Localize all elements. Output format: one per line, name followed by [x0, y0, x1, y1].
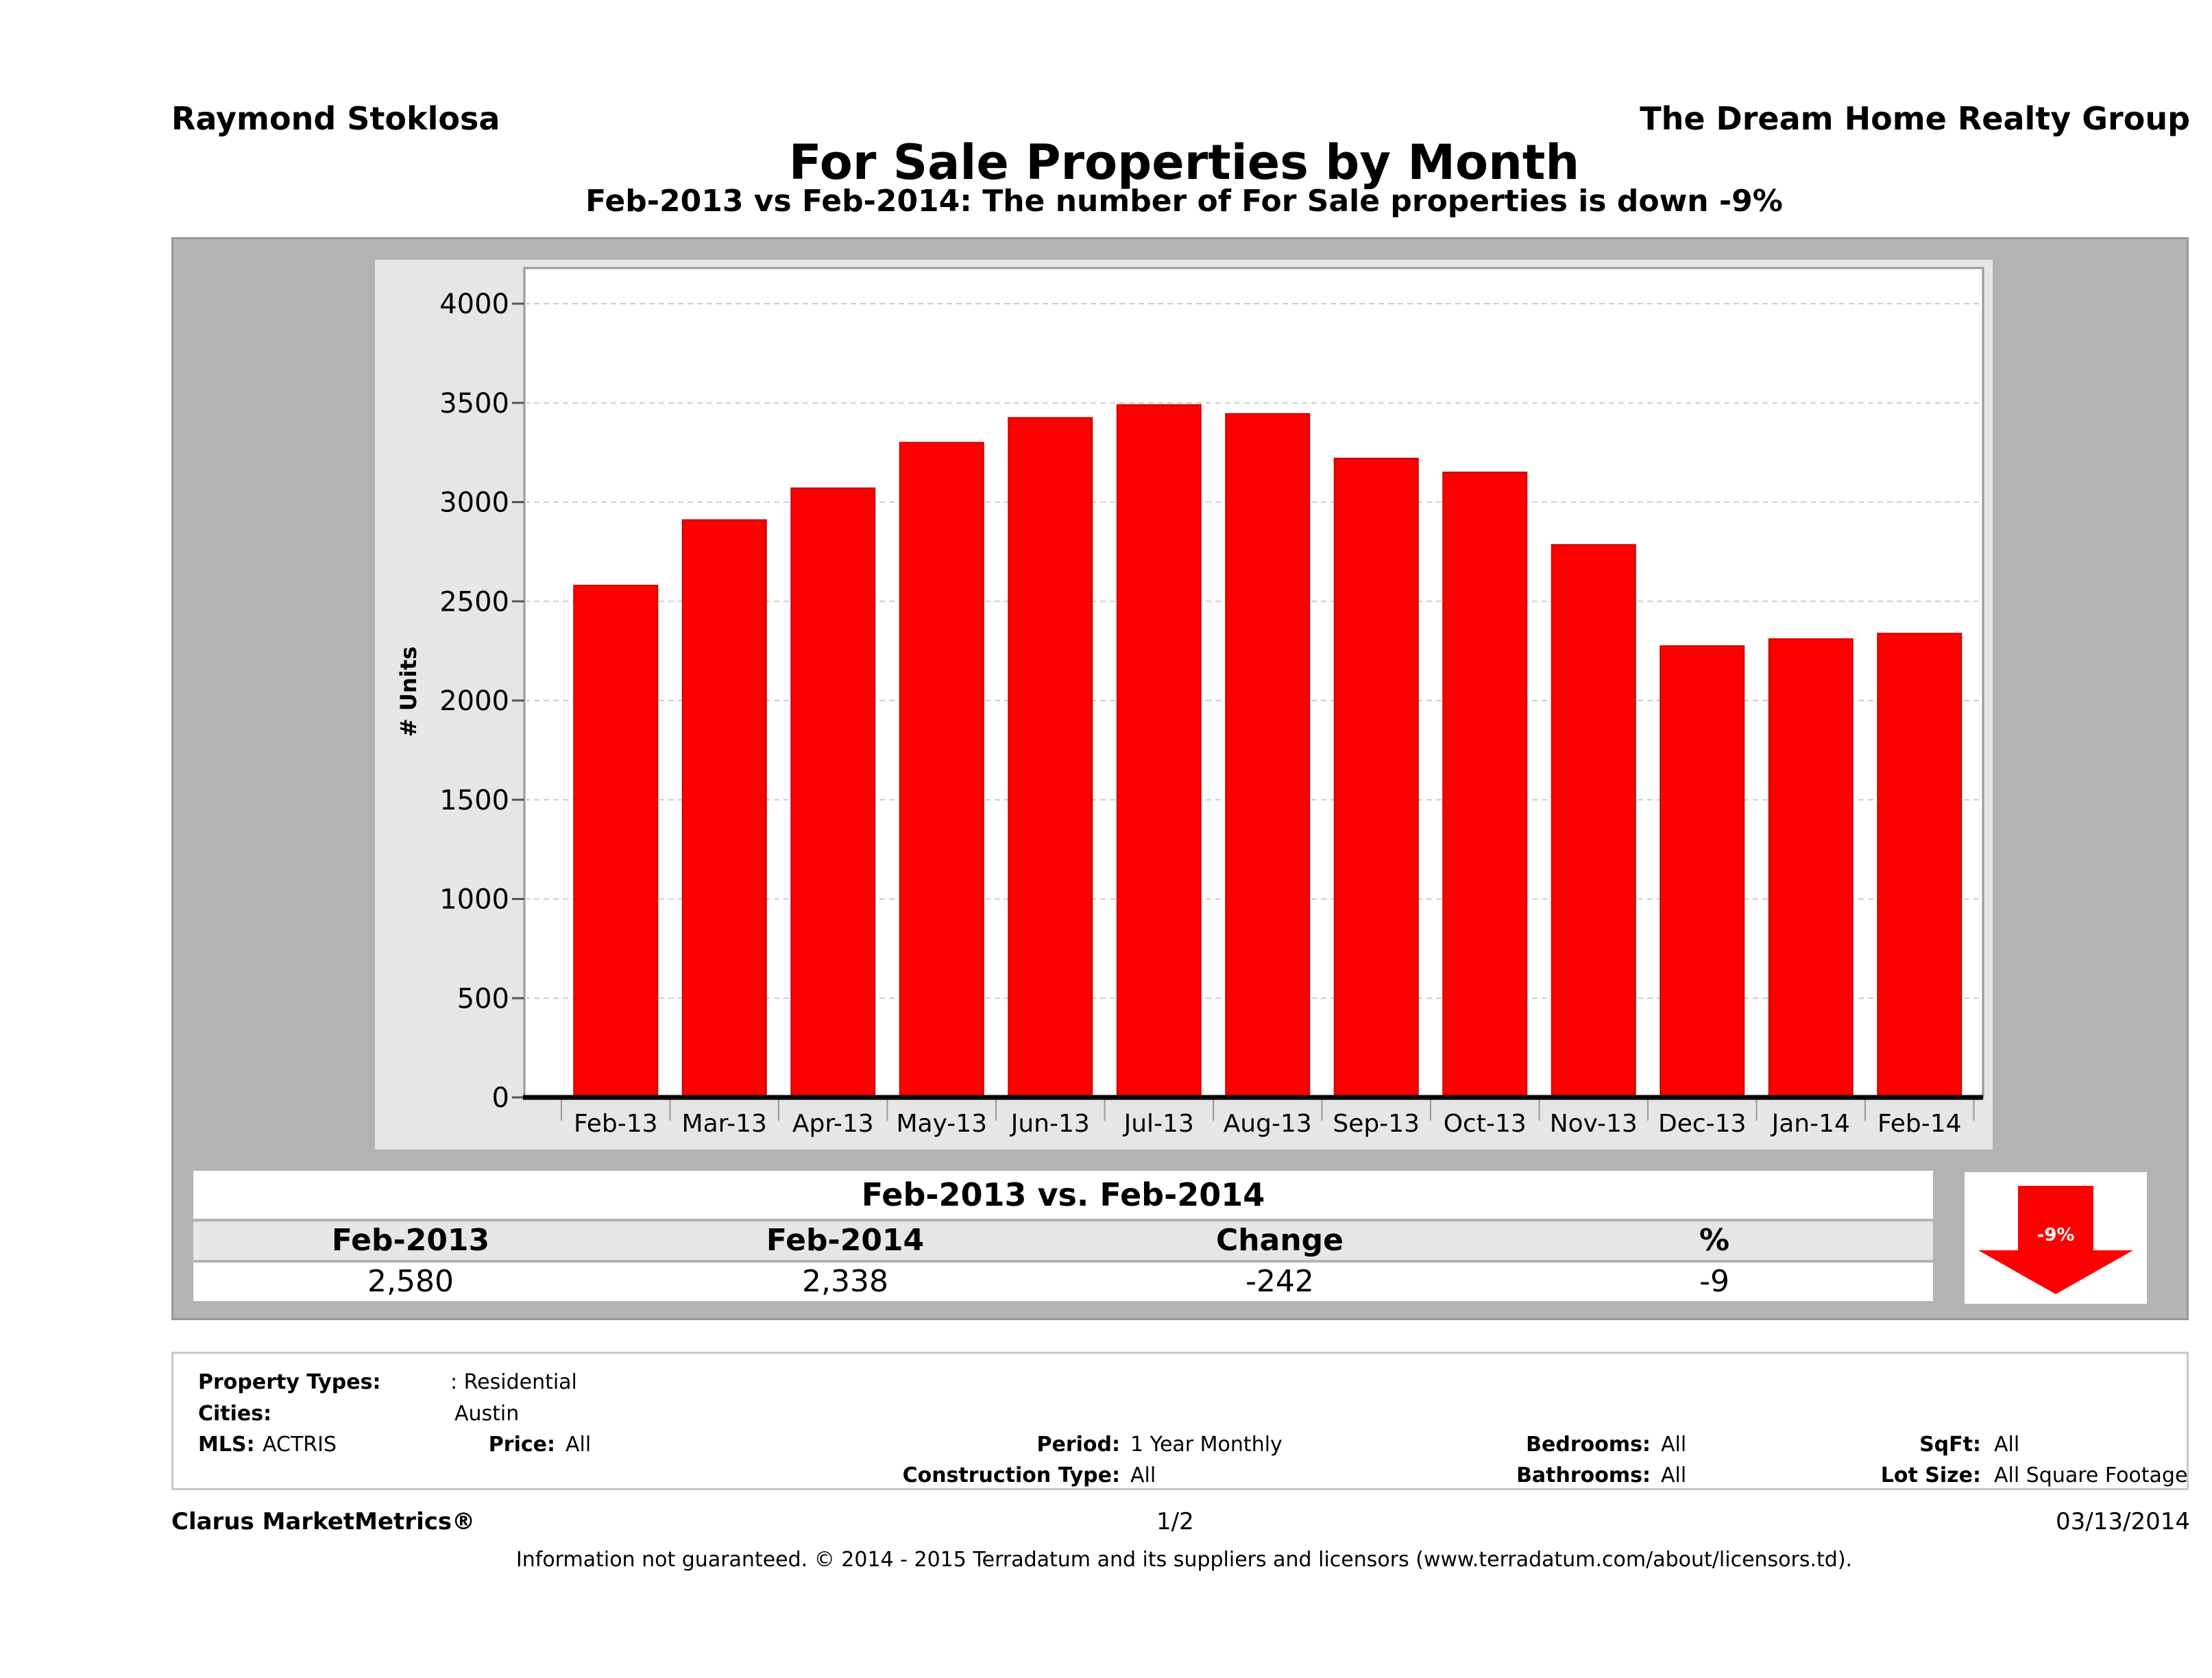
y-tick-label-0: 0 [492, 1082, 509, 1114]
header-feb-2014: Feb-2014 [766, 1223, 925, 1258]
lot-size-label: Lot Size: [1880, 1463, 1981, 1487]
bathrooms-label: Bathrooms: [1516, 1463, 1651, 1487]
footer-brand: Clarus MarketMetrics® [171, 1508, 476, 1535]
page-title: For Sale Properties by Month [788, 134, 1580, 191]
y-tick-label-3500: 3500 [439, 388, 509, 420]
y-tick-label-2500: 2500 [439, 586, 509, 618]
x-tick-label-mar-13: Mar-13 [682, 1110, 767, 1138]
company-name: The Dream Home Realty Group [1640, 100, 2190, 137]
comparison-value-row: 2,580 2,338 -242 -9 [193, 1263, 1933, 1301]
comparison-title: Feb-2013 vs. Feb-2014 [193, 1171, 1933, 1219]
price-label: Price: [488, 1433, 555, 1457]
page-number: 1/2 [1156, 1508, 1194, 1535]
header-change: Change [1216, 1223, 1344, 1258]
comparison-table: Feb-2013 vs. Feb-2014 Feb-2013 Feb-2014 … [193, 1171, 1933, 1305]
x-tick-label-sep-13: Sep-13 [1333, 1110, 1420, 1138]
bar-apr-13 [790, 487, 876, 1098]
x-tick-label-aug-13: Aug-13 [1224, 1110, 1312, 1138]
bedrooms-label: Bedrooms: [1526, 1433, 1651, 1457]
bathrooms-value: All [1661, 1463, 1687, 1487]
y-tick-label-1000: 1000 [439, 884, 509, 916]
x-tick-label-jan-14: Jan-14 [1771, 1110, 1850, 1138]
x-tick-label-feb-14: Feb-14 [1877, 1110, 1962, 1138]
mls-label: MLS: [198, 1433, 255, 1457]
lot-size-value: All Square Footage [1994, 1463, 2188, 1487]
bar-jan-14 [1768, 638, 1854, 1098]
bar-chart: 0 500 1000 1500 2000 2500 3000 3500 4000 Feb-13 Ma… [375, 260, 1993, 1150]
sqft-value: All [1994, 1433, 2020, 1457]
x-tick-label-nov-13: Nov-13 [1550, 1110, 1638, 1138]
disclaimer: Information not guaranteed. © 2014 - 201… [515, 1548, 1853, 1572]
period-value: 1 Year Monthly [1130, 1433, 1283, 1457]
period-label: Period: [1036, 1433, 1121, 1457]
bar-feb-14 [1877, 633, 1962, 1098]
bar-oct-13 [1442, 472, 1528, 1098]
bar-may-13 [899, 441, 984, 1098]
sqft-label: SqFt: [1919, 1433, 1981, 1457]
y-tick-label-3000: 3000 [439, 487, 509, 519]
header-percent: % [1699, 1223, 1730, 1258]
value-feb-2013: 2,580 [367, 1264, 454, 1299]
y-tick-label-2000: 2000 [439, 685, 509, 717]
cities-label: Cities: [198, 1402, 272, 1426]
bar-nov-13 [1551, 544, 1636, 1098]
y-axis-label: # Units [396, 646, 422, 737]
value-feb-2014: 2,338 [802, 1264, 888, 1299]
price-value: All [566, 1433, 592, 1457]
value-change: -242 [1245, 1264, 1314, 1299]
y-tick-label-1500: 1500 [439, 785, 509, 816]
x-tick-label-oct-13: Oct-13 [1444, 1110, 1527, 1138]
cities-value: Austin [454, 1402, 520, 1426]
bedrooms-value: All [1661, 1433, 1687, 1457]
x-tick-label-may-13: May-13 [896, 1110, 987, 1138]
comparison-header-row: Feb-2013 Feb-2014 Change % [193, 1221, 1933, 1260]
x-tick-label-feb-13: Feb-13 [574, 1110, 658, 1138]
bar-dec-13 [1660, 645, 1745, 1098]
header-feb-2013: Feb-2013 [331, 1223, 490, 1258]
down-arrow-icon: -9% [1978, 1186, 2133, 1294]
property-types-value: : Residential [450, 1370, 577, 1394]
arrow-label: -9% [2037, 1225, 2075, 1245]
mls-value: ACTRIS [263, 1433, 337, 1457]
bar-mar-13 [681, 519, 767, 1098]
change-arrow-box: -9% [1965, 1172, 2147, 1304]
value-percent: -9 [1699, 1264, 1729, 1299]
x-tick-label-jun-13: Jun-13 [1010, 1110, 1090, 1138]
x-tick-label-apr-13: Apr-13 [792, 1110, 874, 1138]
construction-type-value: All [1130, 1463, 1156, 1487]
bar-jul-13 [1116, 404, 1202, 1098]
bar-aug-13 [1225, 413, 1311, 1099]
agent-name: Raymond Stoklosa [171, 100, 500, 137]
y-tick-label-4000: 4000 [439, 289, 509, 320]
property-types-label: Property Types: [198, 1370, 381, 1394]
y-tick-label-500: 500 [457, 983, 509, 1014]
x-tick-label-dec-13: Dec-13 [1658, 1110, 1746, 1138]
bar-jun-13 [1008, 417, 1093, 1098]
chart-panel: 0 500 1000 1500 2000 2500 3000 3500 4000 Feb-13 Ma… [171, 237, 2189, 1320]
x-tick-label-jul-13: Jul-13 [1123, 1110, 1194, 1138]
report-date: 03/13/2014 [2056, 1508, 2190, 1535]
construction-type-label: Construction Type: [902, 1463, 1120, 1487]
page-subtitle: Feb-2013 vs Feb-2014: The number of For … [585, 184, 1783, 219]
bar-sep-13 [1333, 457, 1419, 1098]
criteria-box: Property Types: : Residential Cities: Au… [171, 1352, 2189, 1490]
bar-feb-13 [573, 585, 659, 1098]
